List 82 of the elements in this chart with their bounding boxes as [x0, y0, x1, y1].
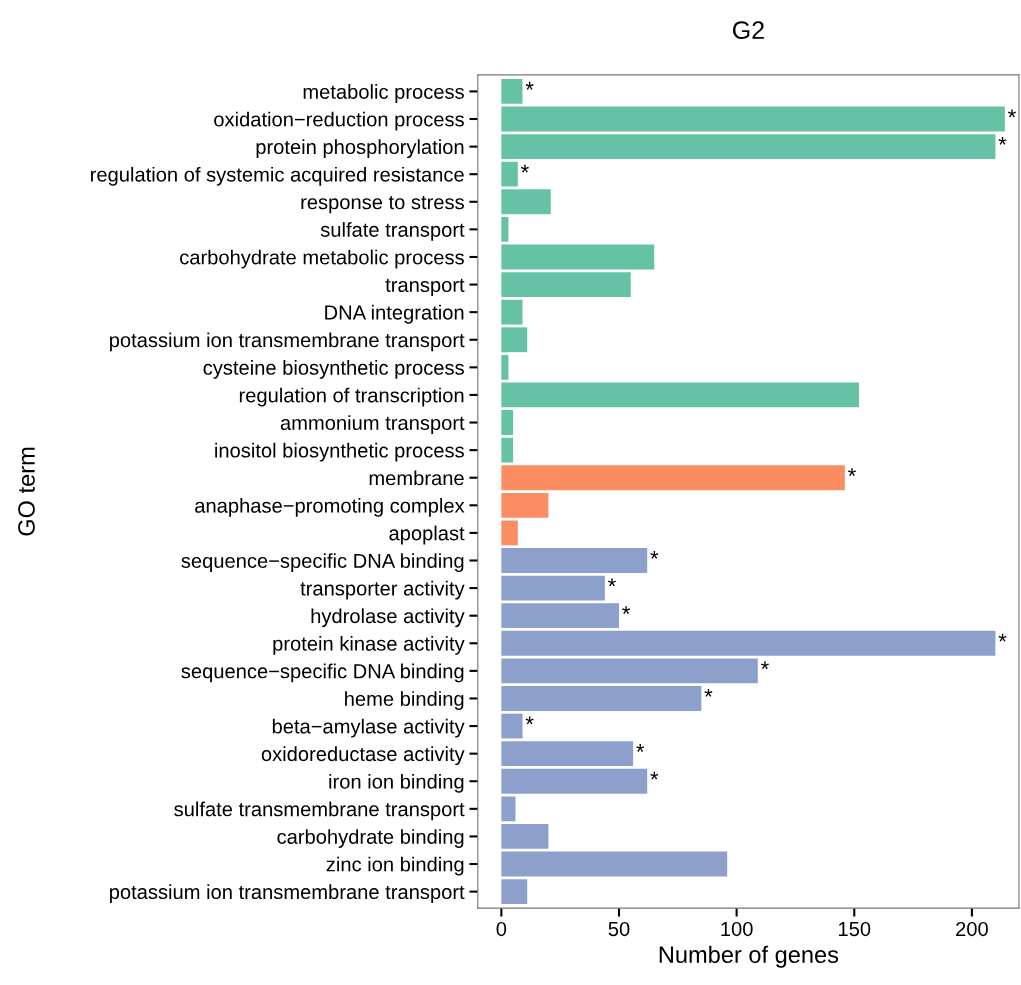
y-tick-label: potassium ion transmembrane transport: [110, 884, 465, 904]
bar: [501, 106, 1005, 132]
y-tick-label: protein phosphorylation: [256, 139, 464, 159]
x-tick-label: 150: [839, 921, 871, 937]
y-tick-label: anaphase−promoting complex: [195, 498, 465, 517]
data-label: *: [704, 688, 713, 697]
bar: [501, 327, 528, 353]
y-tick-label: hydrolase activity: [311, 608, 465, 628]
bar: [501, 824, 549, 849]
data-label: *: [622, 606, 631, 614]
y-tick-label: sulfate transport: [320, 222, 465, 241]
y-tick-label: heme binding: [345, 691, 464, 710]
data-label: *: [1007, 109, 1016, 118]
bar: [501, 548, 648, 573]
bar: [501, 437, 514, 463]
data-label: *: [650, 550, 659, 559]
bar: [501, 161, 518, 187]
bar: [501, 796, 516, 822]
x-tick-label: 50: [608, 921, 630, 937]
y-tick-label: sulfate transmembrane transport: [174, 801, 465, 821]
y-tick-label: inositol biosynthetic process: [215, 442, 464, 462]
data-label: *: [998, 137, 1007, 145]
y-tick-label: oxidation−reduction process: [214, 111, 464, 131]
bar: [501, 244, 655, 270]
bar: [501, 354, 509, 380]
y-tick-label: response to stress: [301, 196, 464, 214]
bar: [501, 713, 523, 739]
y-tick-label: protein kinase activity: [273, 635, 465, 655]
bar: [501, 79, 523, 104]
y-tick-label: membrane: [369, 470, 464, 486]
y-tick-label: carbohydrate metabolic process: [180, 249, 464, 269]
y-tick-label: regulation of transcription: [239, 387, 464, 407]
y-tick-label: oxidoreductase activity: [261, 746, 465, 766]
y-tick-label: apoplast: [389, 525, 465, 545]
y-tick-label: iron ion binding: [329, 773, 464, 793]
bar: [501, 216, 509, 242]
bar: [501, 630, 996, 656]
bar: [501, 658, 758, 684]
y-tick-label: ammonium transport: [280, 415, 465, 435]
bar: [501, 189, 551, 215]
data-label: *: [998, 633, 1007, 642]
bar: [501, 768, 648, 794]
y-tick-label: DNA integration: [325, 304, 464, 324]
data-label: *: [525, 716, 534, 725]
data-label: *: [608, 578, 616, 587]
x-tick-label: 100: [721, 921, 753, 937]
data-label: *: [650, 771, 659, 780]
bar: [501, 879, 528, 905]
bar: [501, 603, 619, 629]
y-tick-label: sequence−specific DNA binding: [181, 663, 464, 683]
data-label: *: [525, 81, 534, 90]
y-tick-label: carbohydrate binding: [277, 829, 464, 848]
y-tick-label: transporter activity: [300, 580, 465, 600]
data-label: *: [847, 468, 856, 476]
y-tick-label: transport: [385, 278, 465, 297]
y-tick-label: regulation of systemic acquired resistance: [91, 166, 464, 186]
bar: [501, 272, 631, 297]
bar: [501, 741, 634, 767]
bar: [501, 134, 996, 160]
chart-title: G2: [732, 21, 764, 39]
y-tick-label: cysteine biosynthetic process: [203, 360, 464, 379]
bar: [501, 465, 845, 491]
data-label: *: [760, 661, 769, 670]
data-label: *: [520, 164, 529, 173]
bar: [501, 492, 549, 518]
y-axis-title: GO term: [18, 447, 35, 536]
y-tick-label: sequence−specific DNA binding: [181, 553, 464, 572]
data-label: *: [636, 744, 645, 752]
y-tick-label: potassium ion transmembrane transport: [110, 332, 465, 352]
bar: [501, 382, 859, 408]
bar: [501, 520, 518, 546]
bar: [501, 575, 605, 601]
bar: [501, 851, 728, 877]
bar: [501, 686, 702, 711]
x-tick-label: 200: [956, 921, 988, 937]
x-tick-label: 0: [496, 921, 507, 937]
y-tick-label: zinc ion binding: [326, 856, 464, 876]
bar: [501, 410, 514, 435]
y-tick-label: metabolic process: [303, 84, 464, 103]
bar: [501, 299, 523, 325]
y-tick-label: beta−amylase activity: [272, 718, 465, 738]
x-axis-title: Number of genes: [659, 945, 839, 968]
